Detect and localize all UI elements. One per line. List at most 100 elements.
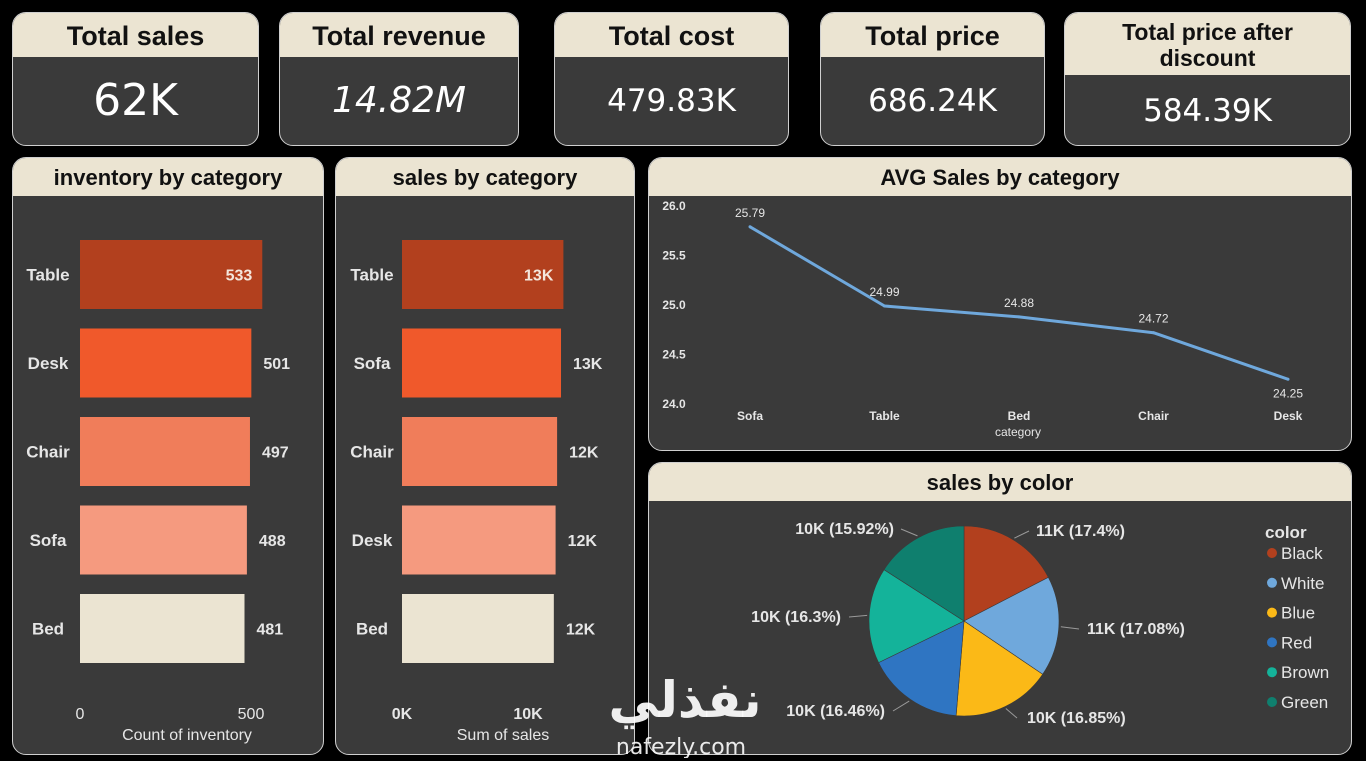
category-label: Bed bbox=[356, 620, 388, 639]
x-tick-label: Bed bbox=[1008, 409, 1031, 423]
panel-avg-sales-by-category: AVG Sales by category 26.0 25.5 25.0 24.5 24… bbox=[648, 157, 1352, 451]
sales-by-category-bar-chart: Table 13K Sofa 13K Chair 12K Desk 12K Bed 12K 0K 10… bbox=[350, 240, 603, 744]
bar-desk bbox=[80, 328, 252, 398]
leader-line bbox=[892, 700, 910, 712]
legend-item-blue: Blue bbox=[1281, 604, 1315, 623]
avg-sales-line-chart: 26.0 25.5 25.0 24.5 24.0 25.79 Sofa 24.99 Table 2… bbox=[662, 199, 1303, 439]
data-label: 10K (16.85%) bbox=[1027, 710, 1126, 727]
kpi-total-cost-label: Total cost bbox=[555, 13, 788, 57]
line-point-table bbox=[883, 304, 886, 308]
data-label: 12K bbox=[566, 622, 596, 639]
kpi-total-sales-label: Total sales bbox=[13, 13, 258, 57]
data-label: 488 bbox=[259, 533, 286, 550]
x-tick-label: Table bbox=[869, 409, 900, 423]
pie-slice-brown bbox=[868, 569, 965, 664]
kpi-total-price-after-discount-value: 584.39K bbox=[1143, 93, 1272, 129]
kpi-total-price-value: 686.24K bbox=[868, 83, 997, 119]
y-tick-label: 26.0 bbox=[662, 199, 686, 213]
category-label: Sofa bbox=[30, 531, 67, 550]
y-tick-label: 24.0 bbox=[662, 397, 686, 411]
x-axis-label: Sum of sales bbox=[457, 727, 549, 744]
category-label: Chair bbox=[26, 443, 70, 462]
panel-sales-by-color: sales by color 11K (17.4%) 11K (17.08%) 10… bbox=[648, 462, 1352, 755]
legend-item-brown: Brown bbox=[1281, 663, 1329, 682]
kpi-total-cost-value: 479.83K bbox=[607, 83, 736, 119]
legend-dot-red bbox=[1267, 637, 1277, 648]
data-label: 533 bbox=[226, 268, 253, 285]
leader-line bbox=[1060, 626, 1080, 630]
pie-slice-green bbox=[883, 525, 965, 622]
kpi-total-price-after-discount: Total price after discount 584.39K bbox=[1064, 12, 1351, 146]
x-tick-label: Desk bbox=[1274, 409, 1303, 423]
pie-slice-blue bbox=[955, 620, 1044, 717]
data-label: 24.88 bbox=[1004, 296, 1034, 310]
legend-item-black: Black bbox=[1281, 544, 1323, 563]
data-label: 12K bbox=[569, 445, 599, 462]
category-label: Table bbox=[26, 266, 69, 285]
x-axis-label: Count of inventory bbox=[122, 727, 252, 744]
legend-item-green: Green bbox=[1281, 693, 1328, 712]
kpi-total-price-after-discount-label: Total price after discount bbox=[1065, 13, 1350, 75]
bar-bed bbox=[80, 594, 245, 663]
panel-sales-by-category: sales by category Table 13K Sofa 13K Chair 12… bbox=[335, 157, 635, 755]
x-axis-label: category bbox=[995, 425, 1041, 439]
data-label: 11K (17.08%) bbox=[1087, 621, 1185, 638]
pie-slice-red bbox=[878, 620, 965, 716]
panel-inventory-title: inventory by category bbox=[13, 158, 323, 196]
panel-avg-title: AVG Sales by category bbox=[649, 158, 1351, 196]
leader-line bbox=[848, 614, 868, 618]
data-label: 481 bbox=[257, 622, 284, 639]
y-tick-label: 25.0 bbox=[662, 298, 686, 312]
legend-dot-black bbox=[1267, 548, 1277, 558]
line-point-sofa bbox=[748, 225, 752, 229]
data-label: 501 bbox=[263, 356, 290, 373]
legend-dot-brown bbox=[1267, 667, 1277, 678]
category-label: Desk bbox=[352, 531, 393, 550]
x-tick-label: 0K bbox=[392, 706, 413, 723]
data-label: 10K (15.92%) bbox=[795, 521, 894, 538]
data-label: 24.72 bbox=[1138, 312, 1168, 326]
data-label: 24.25 bbox=[1273, 386, 1303, 400]
bar-table bbox=[80, 240, 263, 309]
bar-bed bbox=[402, 594, 554, 663]
data-label: 10K (16.46%) bbox=[786, 703, 885, 720]
bar-desk bbox=[402, 505, 556, 575]
kpi-total-sales-value: 62K bbox=[93, 75, 178, 126]
category-label: Chair bbox=[350, 443, 394, 462]
kpi-total-revenue-label: Total revenue bbox=[280, 13, 518, 57]
leader-line bbox=[1005, 708, 1018, 719]
category-label: Sofa bbox=[354, 354, 391, 373]
leader-line bbox=[1014, 530, 1030, 539]
legend-dot-white bbox=[1267, 577, 1277, 588]
kpi-total-revenue: Total revenue 14.82M bbox=[279, 12, 519, 146]
bar-chair bbox=[402, 417, 558, 486]
data-label: 10K (16.3%) bbox=[751, 609, 841, 626]
data-label: 13K bbox=[573, 356, 603, 373]
line-point-bed bbox=[1017, 315, 1021, 319]
inventory-bar-chart: Table 533 Desk 501 Chair 497 Sofa 488 Bed 481 0 500… bbox=[26, 240, 290, 744]
sales-by-color-pie-chart: 11K (17.4%) 11K (17.08%) 10K (16.85%) 10K (… bbox=[751, 521, 1329, 727]
legend-item-white: White bbox=[1281, 574, 1324, 593]
kpi-total-price-label: Total price bbox=[821, 13, 1044, 57]
line-point-chair bbox=[1152, 331, 1155, 335]
x-tick-label: 10K bbox=[513, 706, 543, 723]
bar-table bbox=[402, 240, 564, 309]
legend-item-red: Red bbox=[1281, 633, 1312, 652]
panel-color-title: sales by color bbox=[649, 463, 1351, 501]
bar-sofa bbox=[80, 505, 247, 575]
data-label: 25.79 bbox=[735, 206, 765, 220]
pie-slice-black bbox=[963, 525, 1049, 622]
kpi-total-cost: Total cost 479.83K bbox=[554, 12, 789, 146]
bar-chair bbox=[80, 417, 250, 486]
kpi-total-price: Total price 686.24K bbox=[820, 12, 1045, 146]
y-tick-label: 25.5 bbox=[662, 249, 686, 263]
y-tick-label: 24.5 bbox=[662, 348, 686, 362]
line-point-desk bbox=[1286, 377, 1290, 381]
pie-slice-white bbox=[963, 576, 1060, 675]
legend-dot-green bbox=[1267, 697, 1277, 707]
category-label: Table bbox=[350, 266, 393, 285]
bar-sofa bbox=[402, 328, 562, 398]
data-label: 12K bbox=[568, 533, 598, 550]
data-label: 24.99 bbox=[869, 285, 899, 299]
panel-inventory-by-category: inventory by category Table 533 Desk 501 Cha… bbox=[12, 157, 324, 755]
